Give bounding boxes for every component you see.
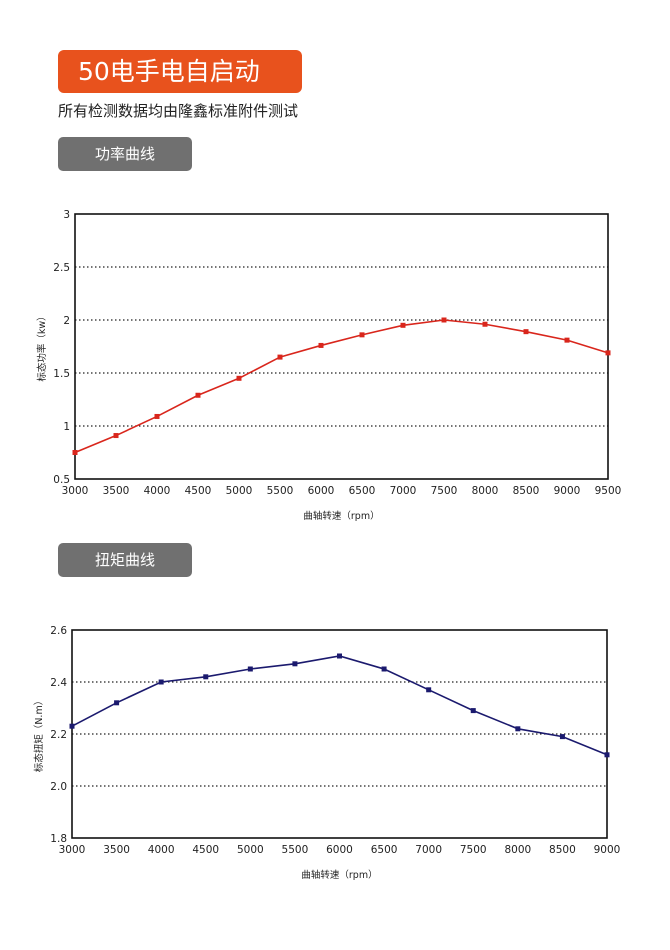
x-tick-label: 5500	[282, 844, 309, 856]
data-point	[482, 321, 488, 327]
power-curve-chart: 0.5 1 1.5 2 2.5 3 3000 3500 4000 4500 5000 5500 6000…	[36, 209, 622, 522]
data-point	[470, 708, 476, 714]
y-tick-label: 0.5	[53, 474, 70, 486]
x-tick-label: 8500	[513, 485, 540, 497]
data-point	[154, 413, 160, 419]
x-tick-label: 7000	[415, 844, 442, 856]
data-point	[69, 723, 75, 729]
x-tick-label: 8500	[549, 844, 576, 856]
data-point	[158, 679, 164, 685]
y-tick-label: 3	[63, 209, 70, 221]
x-tick-label: 7500	[431, 485, 458, 497]
data-point	[247, 666, 253, 672]
x-tick-label: 4000	[148, 844, 175, 856]
data-point	[203, 674, 209, 680]
x-tick-label: 3000	[59, 844, 86, 856]
y-tick-label: 2.0	[50, 781, 67, 793]
data-point	[292, 661, 298, 667]
data-point	[113, 433, 119, 439]
y-tick-label: 2.2	[50, 729, 67, 741]
x-tick-label: 3000	[62, 485, 89, 497]
x-tick-label: 3500	[103, 844, 130, 856]
x-tick-label: 7500	[460, 844, 487, 856]
x-tick-label: 4500	[185, 485, 212, 497]
y-tick-label: 2.6	[50, 625, 67, 637]
x-tick-label: 6500	[371, 844, 398, 856]
x-tick-label: 5500	[267, 485, 294, 497]
data-point	[72, 450, 78, 455]
data-point	[337, 653, 342, 659]
y-tick-label: 1	[63, 421, 70, 433]
y-axis-label: 标态功率（kw）	[36, 311, 48, 381]
data-point	[515, 726, 521, 732]
data-point	[236, 375, 242, 381]
data-point	[605, 350, 611, 356]
data-point	[523, 329, 529, 335]
x-tick-label: 9500	[595, 485, 622, 497]
x-tick-label: 8000	[504, 844, 531, 856]
x-tick-label: 5000	[237, 844, 264, 856]
x-tick-label: 6000	[308, 485, 335, 497]
plot-frame	[74, 213, 609, 480]
series-line	[71, 655, 608, 756]
x-tick-label: 7000	[390, 485, 417, 497]
data-point	[359, 332, 365, 338]
x-axis-label: 曲轴转速（rpm）	[303, 510, 379, 522]
page-title-banner: 50电手电自启动	[58, 50, 302, 93]
data-point	[441, 317, 447, 323]
y-tick-label: 2.4	[50, 677, 67, 689]
data-point	[426, 687, 432, 693]
data-point	[114, 700, 120, 706]
x-axis-label: 曲轴转速（rpm）	[301, 869, 377, 881]
data-point	[564, 337, 570, 343]
torque-curve-chart: 1.8 2.0 2.2 2.4 2.6 3000 3500 4000 4500 5000 5500 6…	[33, 625, 621, 881]
x-tick-label: 4500	[192, 844, 219, 856]
tab-torque-curve: 扭矩曲线	[58, 543, 192, 577]
plot-frame	[71, 629, 608, 839]
data-point	[195, 392, 201, 398]
data-point	[318, 342, 324, 348]
data-point	[277, 354, 283, 360]
x-tick-label: 8000	[472, 485, 499, 497]
tab-power-curve: 功率曲线	[58, 137, 192, 171]
x-tick-label: 6000	[326, 844, 353, 856]
data-point	[400, 322, 406, 328]
series-line	[74, 319, 609, 454]
x-tick-label: 5000	[226, 485, 253, 497]
y-tick-label: 2.5	[53, 262, 70, 274]
data-point	[559, 734, 565, 740]
y-tick-label: 1.5	[53, 368, 70, 380]
x-tick-label: 9000	[554, 485, 581, 497]
y-tick-label: 2	[63, 315, 70, 327]
x-tick-label: 6500	[349, 485, 376, 497]
x-tick-label: 3500	[103, 485, 130, 497]
y-tick-label: 1.8	[50, 833, 67, 845]
y-axis-label: 标态扭矩（N.m）	[33, 696, 45, 772]
page-subtitle: 所有检测数据均由隆鑫标准附件测试	[58, 102, 299, 120]
data-point	[604, 752, 610, 758]
x-tick-label: 4000	[144, 485, 171, 497]
x-tick-label: 9000	[594, 844, 621, 856]
data-point	[381, 666, 387, 672]
